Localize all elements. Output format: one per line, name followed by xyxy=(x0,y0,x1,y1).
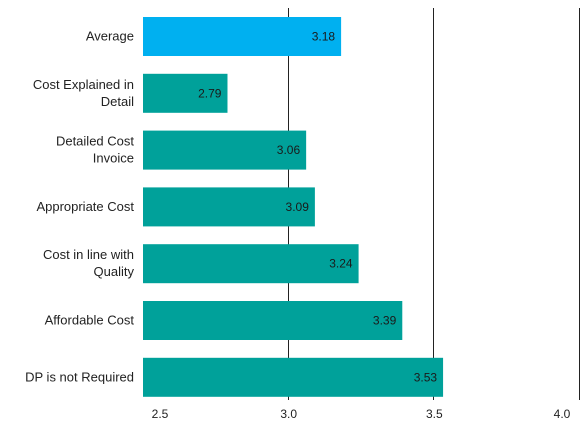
bar-3 xyxy=(143,130,307,170)
value-label-2: 2.79 xyxy=(198,86,222,100)
bar-7 xyxy=(143,357,444,397)
bar-5 xyxy=(143,244,359,284)
bars: 3.18 2.79 3.06 3.09 3.24 3.39 3.53 xyxy=(143,17,444,397)
category-label-3: Detailed Cost Invoice xyxy=(56,134,134,166)
category-label-2: Cost Explained in Detail xyxy=(33,77,134,109)
value-label-4: 3.09 xyxy=(286,200,310,214)
value-label-7: 3.53 xyxy=(414,370,438,384)
category-label-4: Appropriate Cost xyxy=(36,199,134,214)
bar-6 xyxy=(143,301,403,340)
tick-label-2.5: 2.5 xyxy=(152,407,169,421)
value-label-1: 3.18 xyxy=(312,30,336,44)
tick-label-3.0: 3.0 xyxy=(280,407,297,421)
category-labels: Average Cost Explained in Detail Detailed C… xyxy=(25,29,134,385)
bar-2 xyxy=(143,73,228,113)
tick-label-4.0: 4.0 xyxy=(554,407,571,421)
category-label-1: Average xyxy=(86,29,134,44)
bar-1 xyxy=(143,17,342,56)
category-label-6: Affordable Cost xyxy=(45,313,135,328)
category-label-7: DP is not Required xyxy=(25,369,134,384)
bar-4 xyxy=(143,187,315,227)
value-label-5: 3.24 xyxy=(329,257,353,271)
value-label-3: 3.06 xyxy=(277,143,301,157)
category-label-5: Cost in line with Quality xyxy=(43,247,135,279)
value-label-6: 3.39 xyxy=(373,314,397,328)
tick-label-3.5: 3.5 xyxy=(426,407,443,421)
gridlines xyxy=(288,8,580,400)
axis-tick-labels: 2.5 3.0 3.5 4.0 xyxy=(152,407,571,421)
